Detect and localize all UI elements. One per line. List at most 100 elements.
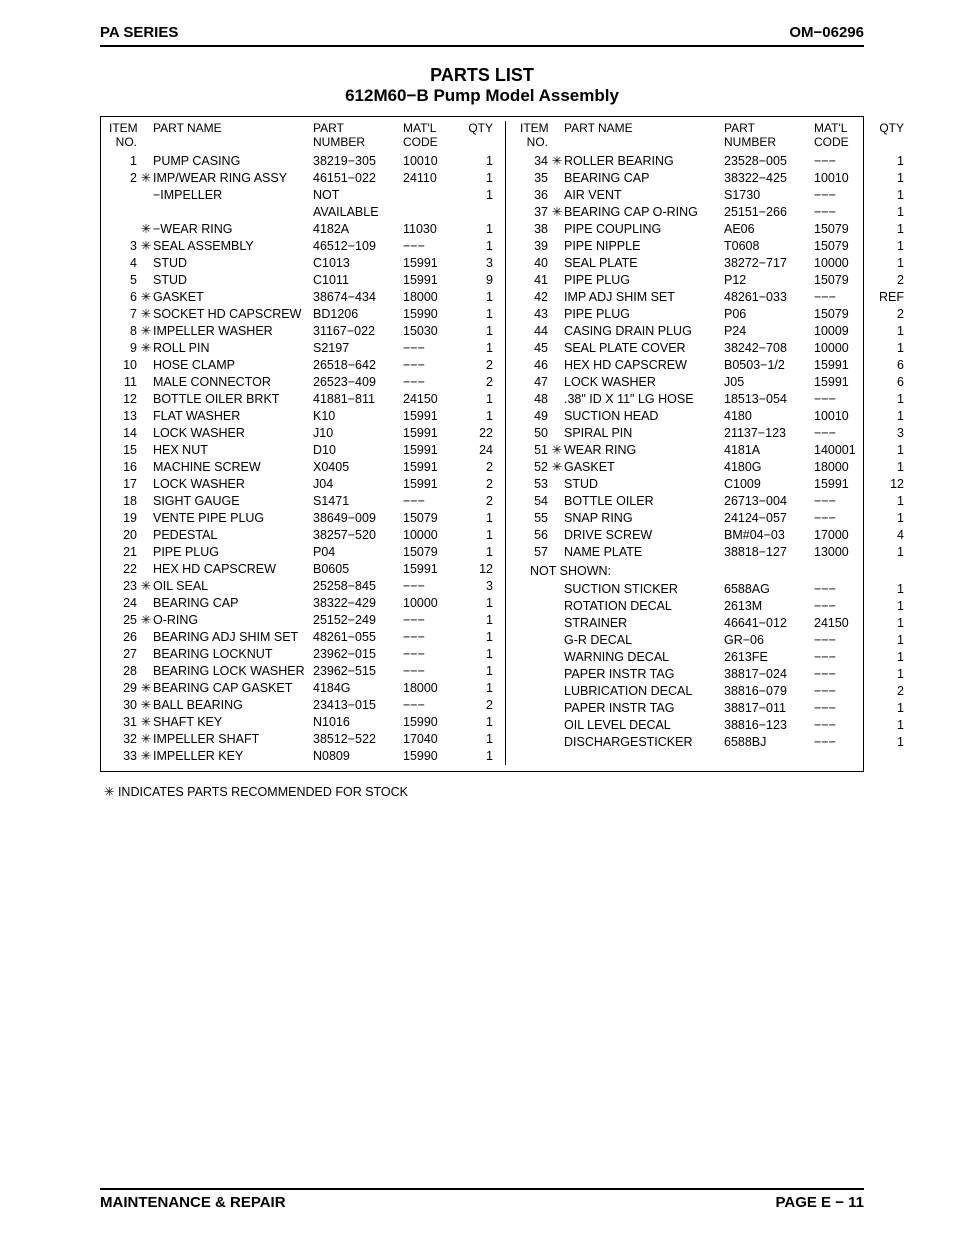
cell-matl: −−− (814, 683, 872, 700)
cell-no: 52 (520, 459, 550, 476)
cell-no: 7 (109, 306, 139, 323)
star-icon: ✳ (139, 680, 153, 697)
cell-matl: 17000 (814, 527, 872, 544)
cell-qty: 1 (461, 238, 493, 255)
table-row: 49SUCTION HEAD4180100101 (520, 408, 904, 425)
cell-qty: 1 (872, 510, 904, 527)
cell-no: 39 (520, 238, 550, 255)
cell-matl: 24150 (403, 391, 461, 408)
cell-no (520, 581, 550, 598)
cell-part: 2613FE (724, 649, 814, 666)
cell-name: BEARING LOCK WASHER (153, 663, 313, 680)
star-icon (139, 629, 153, 646)
right-column: ITEM NO. PART NAME PART NUMBER MAT'L COD… (506, 121, 904, 765)
cell-matl: −−− (814, 598, 872, 615)
table-row: 18SIGHT GAUGES1471−−−2 (109, 493, 493, 510)
cell-name: NAME PLATE (564, 544, 724, 561)
cell-part: X0405 (313, 459, 403, 476)
title-block: PARTS LIST 612M60−B Pump Model Assembly (100, 65, 864, 106)
cell-no: 22 (109, 561, 139, 578)
cell-part: 38219−305 (313, 153, 403, 170)
table-row: 13FLAT WASHERK10159911 (109, 408, 493, 425)
cell-part: 46151−022 (313, 170, 403, 187)
star-icon: ✳ (550, 204, 564, 221)
bottom-rule (100, 1188, 864, 1190)
cell-matl: −−− (403, 493, 461, 510)
table-row: 47LOCK WASHERJ05159916 (520, 374, 904, 391)
cell-qty: 1 (872, 204, 904, 221)
table-row: 55SNAP RING24124−057−−−1 (520, 510, 904, 527)
cell-name: PIPE PLUG (564, 272, 724, 289)
cell-qty: 1 (461, 221, 493, 238)
cell-matl: 15991 (814, 374, 872, 391)
cell-matl: 15030 (403, 323, 461, 340)
cell-qty: 2 (461, 459, 493, 476)
cell-part: P06 (724, 306, 814, 323)
star-icon (550, 255, 564, 272)
star-icon (139, 255, 153, 272)
cell-matl: −−− (814, 204, 872, 221)
star-icon (550, 683, 564, 700)
cell-part: 18513−054 (724, 391, 814, 408)
star-icon (550, 493, 564, 510)
cell-qty: 1 (872, 340, 904, 357)
star-icon (139, 527, 153, 544)
cell-part: 24124−057 (724, 510, 814, 527)
table-row: 34✳ROLLER BEARING23528−005−−−1 (520, 153, 904, 170)
cell-name: WEAR RING (564, 442, 724, 459)
cell-name: HOSE CLAMP (153, 357, 313, 374)
cell-part: 6588BJ (724, 734, 814, 751)
star-icon (139, 153, 153, 170)
cell-name: STUD (564, 476, 724, 493)
cell-qty: 1 (461, 612, 493, 629)
cell-matl: 13000 (814, 544, 872, 561)
cell-qty: 9 (461, 272, 493, 289)
cell-part: P24 (724, 323, 814, 340)
cell-no: 6 (109, 289, 139, 306)
cell-qty: 2 (461, 476, 493, 493)
star-icon: ✳ (139, 714, 153, 731)
cell-no (520, 649, 550, 666)
star-icon (550, 544, 564, 561)
cell-name: SPIRAL PIN (564, 425, 724, 442)
cell-name: PUMP CASING (153, 153, 313, 170)
cell-qty: 1 (872, 598, 904, 615)
cell-qty: 3 (461, 578, 493, 595)
cell-qty: 1 (872, 544, 904, 561)
star-icon (139, 544, 153, 561)
h-item-left: ITEM NO. (109, 121, 139, 149)
cell-part: J10 (313, 425, 403, 442)
cell-qty: 1 (872, 459, 904, 476)
cell-matl: 15079 (403, 544, 461, 561)
cell-no: 57 (520, 544, 550, 561)
title-line2: 612M60−B Pump Model Assembly (100, 86, 864, 106)
cell-no: 37 (520, 204, 550, 221)
h-matl-right: MAT'L CODE (814, 121, 872, 149)
star-icon: ✳ (139, 578, 153, 595)
cell-no: 14 (109, 425, 139, 442)
cell-qty: 1 (461, 680, 493, 697)
cell-matl: 18000 (403, 680, 461, 697)
cell-matl: 15991 (814, 357, 872, 374)
cell-qty: 1 (872, 581, 904, 598)
cell-qty: 1 (872, 442, 904, 459)
footer-left: MAINTENANCE & REPAIR (100, 1194, 286, 1211)
cell-matl: 11030 (403, 221, 461, 238)
cell-qty: 1 (872, 734, 904, 751)
cell-qty: 2 (461, 374, 493, 391)
cell-matl: 15991 (403, 272, 461, 289)
star-icon (550, 187, 564, 204)
cell-qty: 1 (461, 187, 493, 221)
star-icon (550, 666, 564, 683)
cell-no: 28 (109, 663, 139, 680)
star-icon (550, 717, 564, 734)
cell-matl: −−− (814, 649, 872, 666)
cell-qty: 1 (872, 717, 904, 734)
star-icon: ✳ (139, 697, 153, 714)
cell-no (109, 187, 139, 221)
cell-name: .38" ID X 11" LG HOSE (564, 391, 724, 408)
cell-matl: 17040 (403, 731, 461, 748)
star-icon (550, 374, 564, 391)
table-row: 46HEX HD CAPSCREWB0503−1/2159916 (520, 357, 904, 374)
cell-no: 3 (109, 238, 139, 255)
